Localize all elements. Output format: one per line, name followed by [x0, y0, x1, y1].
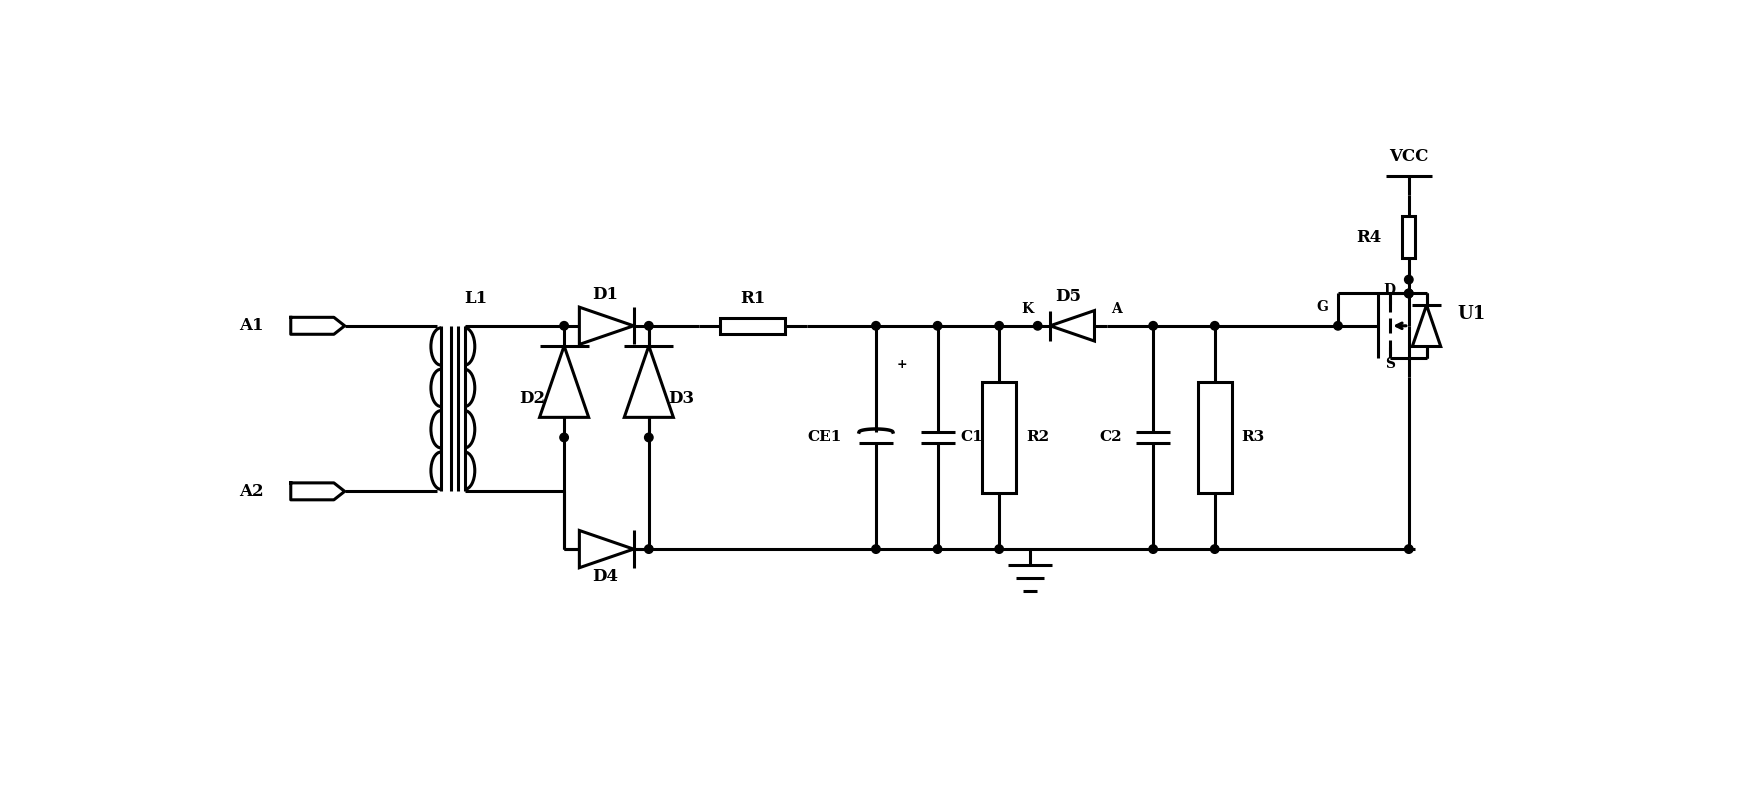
Text: S: S: [1384, 357, 1395, 371]
Text: D2: D2: [519, 390, 545, 408]
Circle shape: [644, 545, 653, 553]
Circle shape: [995, 545, 1004, 553]
Circle shape: [1034, 322, 1042, 330]
Text: C2: C2: [1100, 431, 1122, 445]
Circle shape: [1211, 545, 1219, 553]
Circle shape: [644, 322, 653, 330]
Bar: [1402, 216, 1416, 258]
Circle shape: [559, 322, 568, 330]
Polygon shape: [1051, 310, 1094, 341]
Text: CE1: CE1: [808, 431, 841, 445]
Circle shape: [1405, 289, 1412, 298]
Circle shape: [644, 433, 653, 442]
Polygon shape: [1412, 305, 1440, 347]
Circle shape: [1405, 276, 1412, 284]
Text: R3: R3: [1242, 431, 1265, 445]
Circle shape: [933, 322, 941, 330]
Text: U1: U1: [1457, 305, 1485, 323]
Polygon shape: [540, 346, 589, 417]
Text: D1: D1: [592, 287, 618, 303]
Text: +: +: [896, 358, 907, 371]
Text: C1: C1: [961, 431, 983, 445]
Bar: [1199, 382, 1232, 493]
Text: R4: R4: [1357, 229, 1383, 246]
Circle shape: [933, 545, 941, 553]
Circle shape: [1405, 545, 1412, 553]
Text: L1: L1: [464, 291, 486, 307]
Text: G: G: [1317, 299, 1329, 314]
Circle shape: [559, 433, 568, 442]
Text: K: K: [1021, 302, 1034, 316]
Circle shape: [1334, 322, 1343, 330]
Circle shape: [1148, 545, 1157, 553]
Text: D: D: [1383, 283, 1395, 296]
Text: D4: D4: [592, 567, 618, 585]
Polygon shape: [624, 346, 674, 417]
Circle shape: [1405, 289, 1412, 298]
Text: VCC: VCC: [1390, 148, 1428, 165]
Text: A: A: [1112, 302, 1122, 316]
Text: A1: A1: [240, 318, 264, 334]
Text: D5: D5: [1056, 288, 1082, 305]
Polygon shape: [580, 307, 634, 344]
Text: D3: D3: [669, 390, 695, 408]
Bar: [721, 318, 785, 334]
Circle shape: [1211, 322, 1219, 330]
Text: A2: A2: [240, 483, 264, 500]
Polygon shape: [580, 530, 634, 568]
Circle shape: [995, 322, 1004, 330]
Circle shape: [872, 545, 881, 553]
Circle shape: [1148, 322, 1157, 330]
Text: R1: R1: [740, 291, 766, 307]
Bar: [983, 382, 1016, 493]
Text: R2: R2: [1027, 431, 1049, 445]
Circle shape: [872, 322, 881, 330]
